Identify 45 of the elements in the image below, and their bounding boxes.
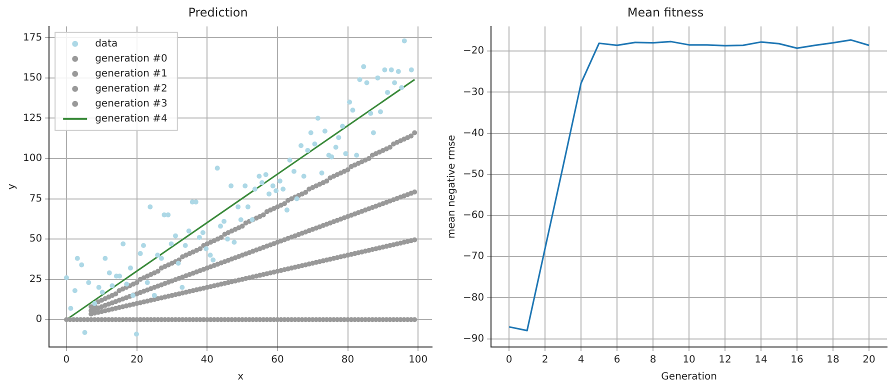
x-tick-label: 14 (754, 354, 768, 366)
x-tick-label: 80 (341, 354, 354, 366)
y-tick-label: −30 (462, 86, 484, 98)
y-tick-label: 100 (22, 153, 42, 164)
x-tick-label: 8 (650, 354, 656, 366)
x-axis-title: Generation (661, 372, 717, 383)
y-axis-title: mean negative rmse (446, 134, 458, 238)
x-tick-label: 6 (614, 354, 620, 366)
y-axis-title: y (6, 184, 18, 190)
x-tick-label: 20 (862, 354, 876, 366)
y-tick-label: 25 (29, 274, 42, 285)
x-tick-label: 18 (826, 354, 840, 366)
x-tick-label: 16 (790, 354, 804, 366)
x-tick-label: 100 (408, 354, 428, 366)
x-tick-label: 40 (200, 354, 214, 366)
y-tick-label: −80 (462, 292, 484, 304)
y-tick-label: −60 (462, 210, 484, 222)
x-tick-label: 4 (578, 354, 584, 366)
legend-label: generation #2 (95, 83, 168, 94)
y-tick-label: 75 (29, 193, 42, 204)
y-tick-label: 50 (29, 234, 42, 245)
x-tick-label: 60 (271, 354, 284, 366)
chart-title: Mean fitness (627, 5, 704, 20)
y-tick-label: −90 (462, 333, 484, 344)
y-tick-label: 150 (22, 72, 42, 84)
x-tick-label: 10 (682, 354, 696, 366)
legend-label: generation #3 (95, 98, 168, 110)
x-tick-label: 0 (63, 354, 70, 366)
y-tick-label: −40 (462, 128, 484, 139)
y-tick-label: 125 (22, 112, 42, 124)
legend-label: generation #1 (95, 68, 168, 80)
x-tick-label: 0 (506, 354, 512, 366)
x-axis-title: x (238, 372, 244, 383)
y-tick-label: −50 (462, 168, 484, 180)
x-tick-label: 20 (130, 354, 144, 366)
x-tick-label: 2 (542, 354, 548, 366)
legend-label: generation #4 (95, 113, 168, 124)
y-tick-label: 0 (36, 314, 42, 326)
y-tick-label: −70 (462, 251, 484, 262)
legend-label: generation #0 (95, 53, 168, 64)
chart-title: Prediction (188, 5, 248, 20)
y-tick-label: −20 (462, 46, 484, 57)
legend-label: data (95, 38, 118, 50)
y-tick-label: 175 (22, 32, 42, 44)
x-tick-label: 12 (718, 354, 732, 366)
